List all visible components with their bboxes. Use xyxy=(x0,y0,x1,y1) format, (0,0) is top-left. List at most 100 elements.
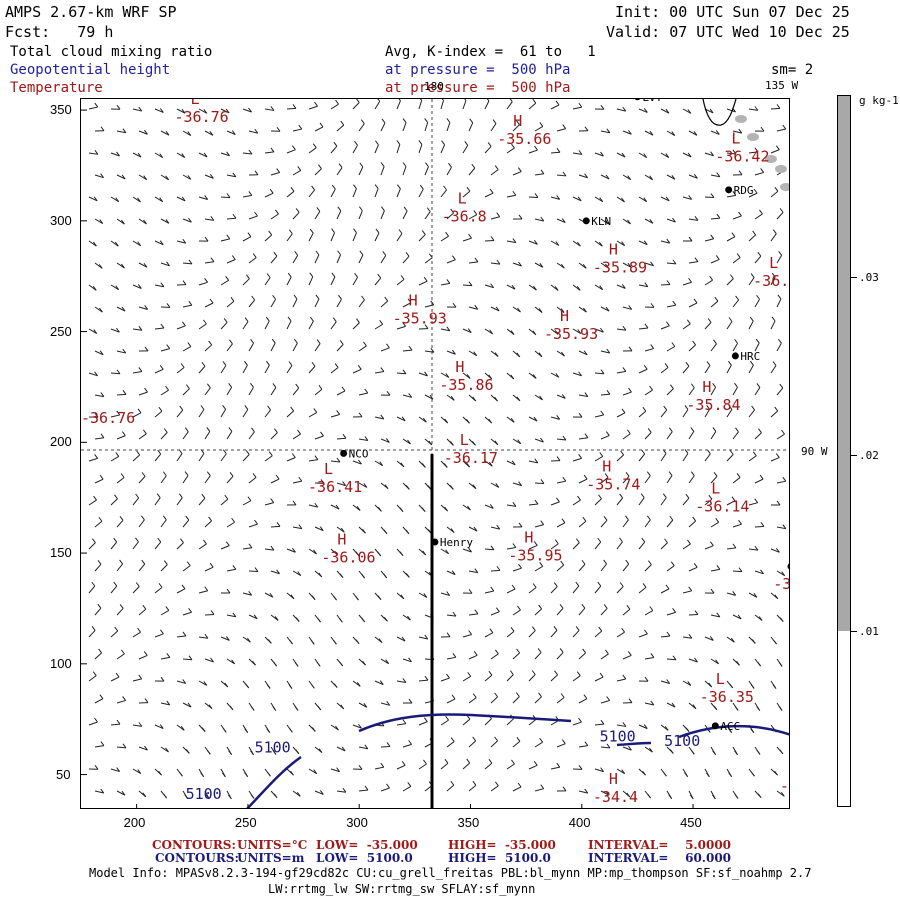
wind-barb xyxy=(242,236,252,242)
wind-barb-flag xyxy=(562,786,567,792)
wind-barb-flag xyxy=(358,206,363,211)
wind-barb-flag xyxy=(386,343,390,349)
wind-barb xyxy=(286,107,297,110)
footer-temp-contours: CONTOURS: xyxy=(152,838,236,852)
wind-barb-flag xyxy=(116,719,121,725)
extremum-marker: L xyxy=(460,431,469,449)
wind-barb xyxy=(556,697,565,704)
wind-barb-flag xyxy=(250,794,255,799)
wind-barb-flag xyxy=(692,704,697,710)
wind-barb-flag xyxy=(355,99,360,103)
wind-barb xyxy=(490,123,497,132)
wind-barb xyxy=(352,322,360,330)
wind-barb xyxy=(204,431,211,440)
wind-barb xyxy=(578,520,587,528)
wind-barb-flag xyxy=(402,369,407,375)
wind-barb-flag xyxy=(665,153,670,158)
wind-barb xyxy=(490,216,500,220)
wind-barb-flag xyxy=(782,476,787,482)
wind-barb-flag xyxy=(141,515,145,521)
wind-barb-flag xyxy=(560,308,565,313)
wind-barb-flag xyxy=(401,636,406,642)
wind-barb-flag xyxy=(554,670,558,676)
wind-barb-flag xyxy=(777,294,782,300)
wind-barb-flag xyxy=(186,561,191,566)
wind-barb xyxy=(512,482,522,487)
wind-barb-flag xyxy=(358,765,363,770)
wind-barb xyxy=(402,255,410,264)
wind-barb xyxy=(292,128,302,132)
wind-barb xyxy=(682,590,692,594)
wind-barb xyxy=(440,144,446,154)
wind-barb xyxy=(688,130,698,136)
wind-barb-flag xyxy=(778,662,783,667)
extremum-value: -35.66 xyxy=(497,130,551,148)
wind-barb-flag xyxy=(517,782,522,788)
wind-barb xyxy=(490,611,500,616)
wind-barb-flag xyxy=(121,649,125,655)
wind-barb-flag xyxy=(694,257,699,262)
wind-barb xyxy=(88,152,98,155)
wind-barb xyxy=(440,677,450,682)
wind-barb xyxy=(226,130,236,135)
wind-barb xyxy=(242,108,252,113)
wind-barb-flag xyxy=(560,693,565,698)
wind-barb-flag xyxy=(336,767,341,772)
wind-barb-flag xyxy=(540,479,545,484)
wind-barb xyxy=(666,262,677,265)
wind-barb xyxy=(226,568,236,572)
wind-barb xyxy=(242,321,249,330)
wind-barb-flag xyxy=(647,793,652,799)
wind-barb-flag xyxy=(246,274,250,279)
wind-barb-flag xyxy=(188,217,192,223)
avg-kindex: Avg, K-index = 61 to 1 xyxy=(385,44,596,60)
wind-barb-flag xyxy=(224,682,229,688)
wind-barb-flag xyxy=(424,634,429,640)
wind-barb xyxy=(292,480,302,484)
wind-barb xyxy=(270,213,279,220)
wind-barb xyxy=(292,387,300,396)
wind-barb-flag xyxy=(666,679,671,684)
extremum-value: -35.93 xyxy=(393,309,447,327)
wind-barb-flag xyxy=(340,120,345,126)
wind-barb-flag xyxy=(144,346,149,352)
wind-barb-flag xyxy=(729,683,734,689)
wind-barb xyxy=(264,320,270,330)
wind-barb-flag xyxy=(275,474,280,480)
wind-barb xyxy=(726,409,733,418)
wind-barb-flag xyxy=(269,592,274,598)
wind-barb xyxy=(270,172,280,176)
wind-barb xyxy=(264,548,274,551)
wind-barb xyxy=(754,171,764,176)
wind-barb-flag xyxy=(554,539,559,545)
wind-barb-flag xyxy=(538,308,543,313)
wind-barb-flag xyxy=(540,520,545,525)
wind-barb xyxy=(550,501,560,506)
wind-barb xyxy=(374,416,384,420)
wind-barb-flag xyxy=(421,230,426,235)
wind-barb xyxy=(204,344,212,352)
wind-barb xyxy=(154,453,162,462)
wind-barb-flag xyxy=(707,318,712,323)
wind-barb-flag xyxy=(298,476,303,482)
wind-barb-flag xyxy=(466,462,471,468)
wind-barb-flag xyxy=(295,208,300,213)
wind-barb-flag xyxy=(451,694,456,700)
wind-barb-flag xyxy=(534,499,539,505)
wind-barb-flag xyxy=(332,317,337,323)
wind-barb xyxy=(732,257,741,264)
wind-barb xyxy=(462,675,471,682)
wind-barb-flag xyxy=(225,275,230,281)
wind-barb xyxy=(550,586,558,594)
wind-barb-flag xyxy=(644,629,648,635)
wind-barb-flag xyxy=(578,765,583,770)
wind-barb-flag xyxy=(644,676,649,682)
wind-barb-flag xyxy=(466,758,471,764)
wind-barb-flag xyxy=(401,761,406,766)
wind-barb xyxy=(462,762,471,770)
wind-barb xyxy=(242,547,252,550)
wind-barb-flag xyxy=(779,383,784,389)
wind-barb-flag xyxy=(116,369,121,375)
wind-barb-flag xyxy=(684,449,689,454)
wind-barb-flag xyxy=(159,240,164,246)
